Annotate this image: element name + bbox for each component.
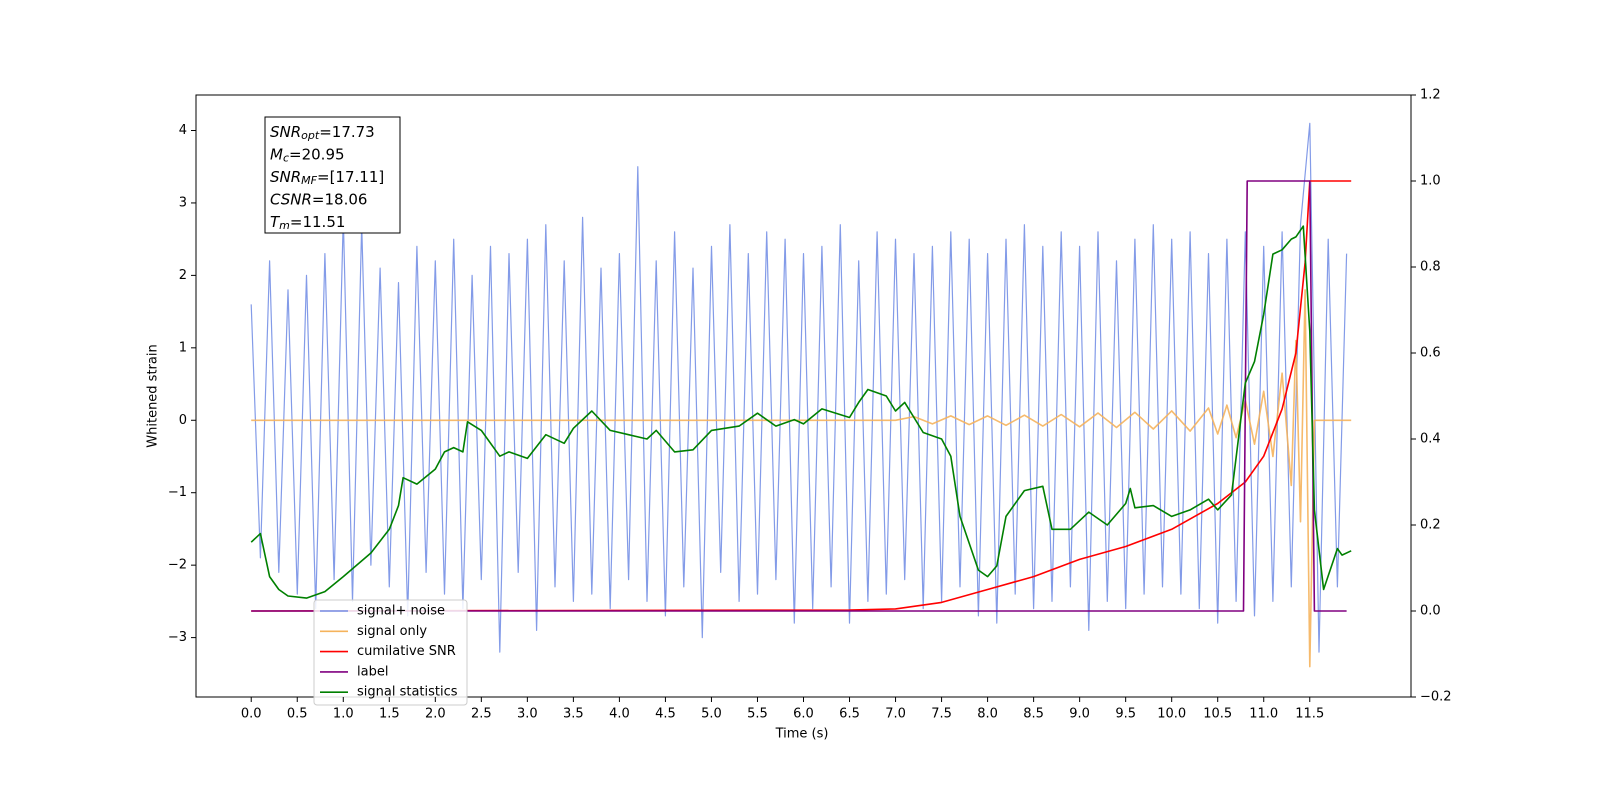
y-tick-label: −1 bbox=[168, 485, 187, 500]
series-line bbox=[251, 180, 1352, 612]
y-tick-label: 3 bbox=[179, 195, 187, 210]
x-tick-label: 8.0 bbox=[977, 707, 998, 722]
annotation-line: SNRMF=[17.11] bbox=[270, 168, 384, 188]
x-tick-label: 1.5 bbox=[379, 707, 400, 722]
x-tick-label: 2.5 bbox=[471, 707, 492, 722]
legend-label: signal statistics bbox=[357, 685, 458, 700]
annotation-box: SNRopt=17.73Mc=20.95SNRMF=[17.11]CSNR=18… bbox=[264, 116, 401, 234]
x-tick-label: 9.0 bbox=[1069, 707, 1090, 722]
x-tick-label: 0.0 bbox=[241, 707, 262, 722]
x-tick-label: 6.5 bbox=[839, 707, 860, 722]
legend-label: label bbox=[357, 664, 388, 679]
x-tick-label: 5.0 bbox=[701, 707, 722, 722]
annotation-line: SNRopt=17.73 bbox=[270, 123, 375, 143]
y2-tick-label: 1.2 bbox=[1420, 88, 1441, 103]
x-tick-label: 8.5 bbox=[1023, 707, 1044, 722]
y-tick-label: 4 bbox=[179, 123, 187, 138]
x-axis-label: Time (s) bbox=[775, 727, 829, 742]
annotation-value: =17.73 bbox=[319, 123, 375, 141]
x-tick-label: 10.0 bbox=[1157, 707, 1186, 722]
annotation-symbol: SNR bbox=[270, 168, 301, 186]
x-tick-label: 9.5 bbox=[1115, 707, 1136, 722]
legend-label: signal only bbox=[357, 624, 427, 639]
series-line bbox=[251, 289, 1352, 668]
annotation-value: =18.06 bbox=[312, 190, 368, 208]
plot-area bbox=[250, 122, 1352, 668]
legend-frame bbox=[313, 599, 468, 706]
x-tick-label: 4.5 bbox=[655, 707, 676, 722]
y2-tick-label: 0.0 bbox=[1420, 604, 1441, 619]
annotation-frame bbox=[264, 116, 401, 234]
annotation-subscript: c bbox=[283, 152, 289, 165]
y-tick-label: 0 bbox=[179, 413, 187, 428]
x-tick-label: 6.0 bbox=[793, 707, 814, 722]
x-tick-label: 11.0 bbox=[1249, 707, 1278, 722]
y2-tick-label: 0.2 bbox=[1420, 518, 1441, 533]
y2-tick-label: 0.8 bbox=[1420, 260, 1441, 275]
annotation-symbol: M bbox=[270, 145, 283, 163]
annotation-line: Mc=20.95 bbox=[270, 145, 345, 165]
x-tick-label: 3.0 bbox=[517, 707, 538, 722]
legend-label: cumilative SNR bbox=[357, 644, 456, 659]
series-line bbox=[250, 225, 1352, 599]
x-tick-label: 5.5 bbox=[747, 707, 768, 722]
annotation-subscript: m bbox=[279, 219, 290, 232]
x-tick-label: 0.5 bbox=[287, 707, 308, 722]
y-axis-label: Whitened strain bbox=[146, 344, 161, 447]
y-tick-label: −3 bbox=[168, 630, 187, 645]
y-tick-label: −2 bbox=[168, 558, 187, 573]
x-tick-label: 1.0 bbox=[333, 707, 354, 722]
annotation-symbol: SNR bbox=[270, 123, 301, 141]
annotation-value: =[17.11] bbox=[317, 168, 384, 186]
annotation-subscript: MF bbox=[301, 174, 317, 187]
legend-label: signal+ noise bbox=[357, 604, 445, 619]
x-tick-label: 2.0 bbox=[425, 707, 446, 722]
x-tick-label: 7.0 bbox=[885, 707, 906, 722]
x-tick-label: 4.0 bbox=[609, 707, 630, 722]
x-tick-label: 11.5 bbox=[1295, 707, 1324, 722]
y2-tick-label: 0.6 bbox=[1420, 346, 1441, 361]
x-tick-label: 10.5 bbox=[1203, 707, 1232, 722]
y2-tick-label: 1.0 bbox=[1420, 174, 1441, 189]
x-tick-label: 3.5 bbox=[563, 707, 584, 722]
annotation-symbol: CSNR bbox=[270, 190, 312, 208]
annotation-line: CSNR=18.06 bbox=[270, 190, 367, 208]
y-tick-label: 1 bbox=[179, 340, 187, 355]
annotation-value: =20.95 bbox=[289, 145, 345, 163]
legend: signal+ noise signal only cumilative SNR la… bbox=[313, 599, 468, 706]
y-tick-label: 2 bbox=[179, 268, 187, 283]
annotation-line: Tm=11.51 bbox=[270, 213, 345, 233]
series-line bbox=[250, 122, 1348, 653]
y2-tick-label: −0.2 bbox=[1420, 690, 1452, 705]
series-line bbox=[251, 180, 1347, 612]
y2-tick-label: 0.4 bbox=[1420, 432, 1441, 447]
annotation-subscript: opt bbox=[301, 129, 320, 142]
annotation-value: =11.51 bbox=[290, 213, 346, 231]
annotation-symbol: T bbox=[270, 213, 281, 231]
x-tick-label: 7.5 bbox=[931, 707, 952, 722]
